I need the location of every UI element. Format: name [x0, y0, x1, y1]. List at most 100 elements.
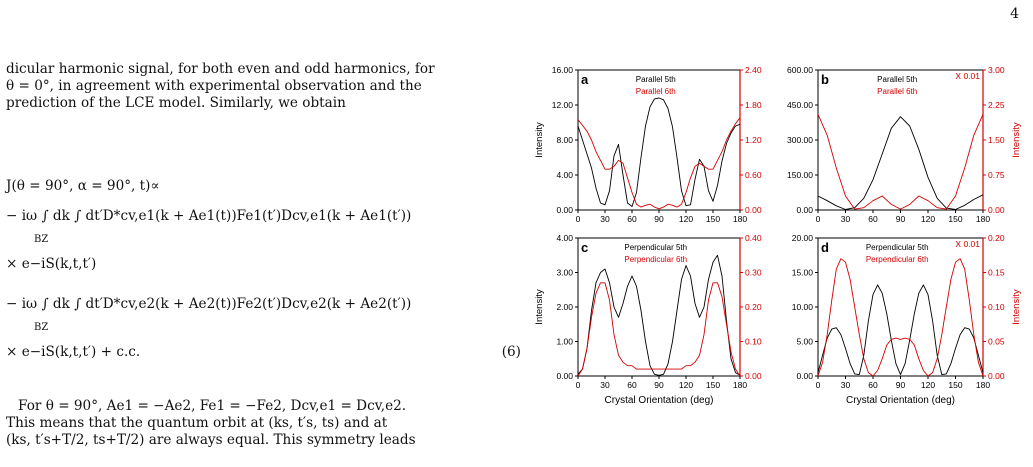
right-tick-label: 0.10: [745, 337, 762, 347]
right-tick-label: 0.30: [745, 268, 762, 278]
left-tick-label: 600.00: [787, 65, 813, 75]
panel-letter: d: [821, 240, 829, 255]
panel-letter: a: [581, 72, 589, 87]
legend-entry-black: Parallel 5th: [636, 75, 676, 84]
y-axis-label-right: Intensity: [1011, 289, 1022, 325]
equation-lhs: J(θ = 90°, α = 90°, t)∝: [6, 178, 160, 194]
equation-number: (6): [501, 344, 521, 360]
intro-line: θ = 0°, in agreement with experimental o…: [6, 78, 422, 94]
x-tick-label: 120: [921, 380, 935, 390]
left-tick-label: 8.00: [556, 135, 573, 145]
x-tick-label: 120: [679, 214, 693, 224]
series-line-red: [577, 282, 741, 377]
panel-letter: c: [581, 240, 588, 255]
x-tick-label: 60: [627, 380, 637, 390]
chart-panel-c: 0.00 1.00 2.00 3.00 4.00 0.00 0.10 0.20 0.30 0.40…: [534, 233, 762, 406]
y-axis-label-left: Intensity: [534, 289, 545, 325]
series-line-black: [577, 254, 741, 376]
x-tick-label: 30: [600, 380, 610, 390]
intro-paragraph: dicular harmonic signal, for both even a…: [6, 61, 516, 112]
x-tick-label: 0: [576, 214, 581, 224]
left-tick-label: 450.00: [787, 100, 813, 110]
right-tick-label: 0.40: [745, 233, 762, 243]
legend-entry-red: Perpendicular 6th: [624, 255, 687, 264]
panel-letter: b: [821, 72, 829, 87]
legend-entry-red: Parallel 6th: [877, 87, 917, 96]
equation-6: J(θ = 90°, α = 90°, t)∝ − iω ∫ dk ∫ dt′D…: [6, 178, 521, 448]
left-tick-label: 5.00: [796, 337, 813, 347]
left-tick-label: 150.00: [787, 170, 813, 180]
x-tick-label: 0: [816, 214, 821, 224]
x-tick-label: 60: [868, 214, 878, 224]
left-tick-label: 0.00: [796, 205, 813, 215]
series-line-black: [577, 97, 741, 207]
legend-entry-red: Perpendicular 6th: [866, 255, 929, 264]
x-tick-label: 90: [654, 380, 664, 390]
x-tick-label: 150: [948, 214, 962, 224]
right-axis-multiplier: X 0.01: [955, 71, 980, 81]
series-line-black: [817, 116, 984, 210]
equation-integral-line-1: − iω ∫ dk ∫ dt′D*cv,e1(k + Ae1(t))Fe1(t′…: [6, 208, 412, 224]
right-tick-label: 2.25: [988, 100, 1005, 110]
left-tick-label: 0.00: [796, 371, 813, 381]
x-tick-label: 90: [896, 214, 906, 224]
x-tick-label: 180: [976, 214, 990, 224]
chart-panel-d: 0.00 5.00 10.00 15.00 20.00 0.00 0.05 0.10 0.15 0…: [792, 233, 1022, 406]
right-tick-label: 0.00: [745, 205, 762, 215]
left-tick-label: 2.00: [556, 302, 573, 312]
right-tick-label: 2.40: [745, 65, 762, 75]
right-tick-label: 0.10: [988, 302, 1005, 312]
legend-entry-black: Perpendicular 5th: [624, 243, 687, 252]
left-tick-label: 0.00: [556, 371, 573, 381]
y-axis-label-right: Intensity: [1011, 122, 1022, 158]
right-tick-label: 0.75: [988, 170, 1005, 180]
x-tick-label: 30: [841, 380, 851, 390]
right-tick-label: 1.50: [988, 135, 1005, 145]
intro-line: dicular harmonic signal, for both even a…: [6, 61, 435, 77]
x-tick-label: 60: [868, 380, 878, 390]
left-tick-label: 3.00: [556, 268, 573, 278]
x-tick-label: 60: [627, 214, 637, 224]
x-tick-label: 0: [816, 380, 821, 390]
x-tick-label: 90: [896, 380, 906, 390]
chart-panel-a: 0.00 4.00 8.00 12.00 16.00 0.00 0.60 1.20 1.80 2.…: [534, 65, 762, 224]
right-tick-label: 0.20: [988, 233, 1005, 243]
x-tick-label: 180: [733, 214, 747, 224]
left-tick-label: 300.00: [787, 135, 813, 145]
equation-domain-label: BZ: [34, 322, 49, 333]
series-line-red: [817, 258, 984, 377]
legend-entry-black: Perpendicular 5th: [866, 243, 929, 252]
x-tick-label: 120: [679, 380, 693, 390]
right-tick-label: 0.20: [745, 302, 762, 312]
outro-line: For θ = 90°, Ae1 = −Ae2, Fe1 = −Fe2, Dcv…: [18, 398, 407, 414]
x-tick-label: 150: [706, 380, 720, 390]
left-tick-label: 20.00: [792, 233, 814, 243]
left-tick-label: 15.00: [792, 268, 814, 278]
right-axis-multiplier: X 0.01: [955, 239, 980, 249]
left-tick-label: 12.00: [552, 100, 574, 110]
left-tick-label: 10.00: [792, 302, 814, 312]
right-tick-label: 1.80: [745, 100, 762, 110]
series-line-red: [577, 117, 741, 210]
left-tick-label: 1.00: [556, 337, 573, 347]
series-line-red: [817, 114, 984, 210]
outro-line: (ks, t′s+T/2, ts+T/2) are always equal. …: [6, 432, 416, 448]
x-tick-label: 30: [841, 214, 851, 224]
x-tick-label: 120: [921, 214, 935, 224]
x-tick-label: 180: [733, 380, 747, 390]
page-number: 4: [1010, 6, 1019, 22]
x-tick-label: 180: [976, 380, 990, 390]
x-tick-label: 150: [948, 380, 962, 390]
x-tick-label: 0: [576, 380, 581, 390]
outro-line: This means that the quantum orbit at (ks…: [6, 415, 388, 431]
x-axis-label: Crystal Orientation (deg): [846, 395, 955, 406]
equation-domain-label: BZ: [34, 234, 49, 245]
left-tick-label: 16.00: [552, 65, 574, 75]
right-tick-label: 0.00: [988, 371, 1005, 381]
right-tick-label: 1.20: [745, 135, 762, 145]
x-axis-label: Crystal Orientation (deg): [605, 395, 714, 406]
x-tick-label: 30: [600, 214, 610, 224]
series-line-black: [817, 284, 984, 376]
right-tick-label: 0.00: [745, 371, 762, 381]
legend-entry-black: Parallel 5th: [877, 75, 917, 84]
